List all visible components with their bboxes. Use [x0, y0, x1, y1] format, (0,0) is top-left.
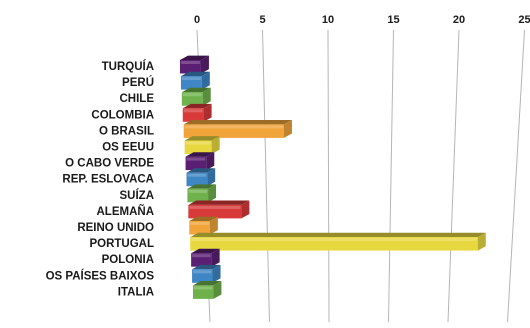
- x-tick-labels: 0 5 10 15 20 25: [194, 14, 530, 26]
- bar-end-face: [209, 216, 218, 235]
- bar-top-face: [191, 248, 220, 254]
- bar-top-face: [180, 71, 210, 77]
- bar: [184, 136, 220, 154]
- bar: [193, 281, 222, 299]
- bar-end-face: [208, 184, 217, 203]
- bar-top-face: [187, 184, 217, 189]
- bar-top-face: [188, 200, 250, 205]
- category-label: PORTUGAL: [89, 238, 154, 250]
- bar: [187, 184, 217, 203]
- bar-end-face: [212, 264, 221, 283]
- bar-top-face: [192, 264, 221, 270]
- bar-highlight: [187, 173, 207, 177]
- bar-highlight: [182, 93, 202, 97]
- category-label: PERÚ: [122, 76, 154, 89]
- grid-line: [262, 29, 270, 323]
- category-label: O BRASIL: [99, 125, 154, 137]
- x-tick-label: 5: [259, 14, 265, 26]
- bar-highlight: [186, 157, 206, 161]
- category-label: ITALIA: [118, 286, 154, 298]
- bar-end-face: [206, 152, 215, 171]
- bar: [186, 168, 216, 187]
- bar-highlight: [194, 286, 213, 290]
- bar-end-face: [211, 248, 220, 267]
- bar: [180, 55, 209, 74]
- bar-end-face: [207, 168, 216, 187]
- bar: [182, 103, 212, 122]
- category-label: POLONIA: [102, 254, 154, 266]
- category-label: ALEMAÑA: [97, 205, 155, 218]
- grid-line: [388, 29, 394, 323]
- category-labels: TURQUÍA PERÚ CHILE COLOMBIA O BRASIL OS EEUU O…: [46, 60, 155, 298]
- bar: [181, 87, 211, 106]
- bar-top-face: [190, 232, 486, 238]
- bar-highlight: [183, 109, 203, 113]
- bar-highlight: [189, 205, 241, 209]
- bar: [191, 248, 220, 267]
- bar-end-face: [203, 103, 212, 122]
- bar-highlight: [181, 61, 200, 64]
- bar: [189, 216, 218, 235]
- bar-top-face: [186, 168, 216, 173]
- bar-highlight: [184, 125, 283, 129]
- x-tick-label: 15: [387, 14, 399, 26]
- x-tick-label: 0: [194, 14, 200, 26]
- grid-line: [327, 29, 330, 323]
- x-tick-label: 25: [518, 14, 530, 26]
- bar-end-face: [213, 281, 222, 299]
- grid-line: [447, 29, 460, 323]
- bar-top-face: [193, 281, 222, 286]
- x-tick-label: 20: [453, 14, 465, 26]
- bar-highlight: [181, 77, 201, 81]
- grid-lines: [196, 29, 525, 323]
- x-tick-label: 10: [322, 14, 334, 26]
- bar-highlight: [193, 270, 212, 274]
- bar-end-face: [241, 200, 250, 219]
- category-label: REP. ESLOVACA: [62, 174, 154, 186]
- category-label: TURQUÍA: [102, 60, 154, 73]
- category-label: O CABO VERDE: [65, 158, 154, 170]
- bar-highlight: [192, 254, 211, 258]
- bar: [183, 120, 292, 138]
- bar-top-face: [182, 103, 212, 109]
- bar-highlight: [190, 222, 209, 225]
- bar: [188, 200, 250, 219]
- bar-end-face: [283, 120, 292, 138]
- bar: [180, 71, 210, 90]
- category-label: CHILE: [120, 93, 155, 105]
- bars: [180, 55, 486, 299]
- bar-top-face: [181, 87, 211, 93]
- bar-end-face: [201, 71, 210, 90]
- bar-end-face: [211, 136, 220, 154]
- bar-highlight: [185, 141, 211, 145]
- grid-line: [507, 29, 525, 323]
- category-label: COLOMBIA: [91, 109, 154, 121]
- bar-end-face: [202, 87, 211, 106]
- bar-top-face: [184, 136, 220, 141]
- bar-end-face: [477, 232, 486, 251]
- bar: [192, 264, 221, 283]
- bar-end-face: [200, 55, 209, 74]
- bar: [185, 152, 215, 171]
- category-label: SUÍZA: [120, 189, 155, 202]
- bar-top-face: [185, 152, 215, 157]
- category-label: OS PAÍSES BAIXOS: [46, 269, 155, 282]
- category-label: OS EEUU: [102, 142, 154, 154]
- bar-highlight: [188, 189, 208, 193]
- category-label: REINO UNIDO: [77, 222, 154, 234]
- bar-highlight: [191, 238, 477, 242]
- bar-top-face: [189, 216, 218, 221]
- bar: [190, 232, 486, 251]
- bar-top-face: [183, 120, 292, 125]
- bar-top-face: [180, 55, 209, 60]
